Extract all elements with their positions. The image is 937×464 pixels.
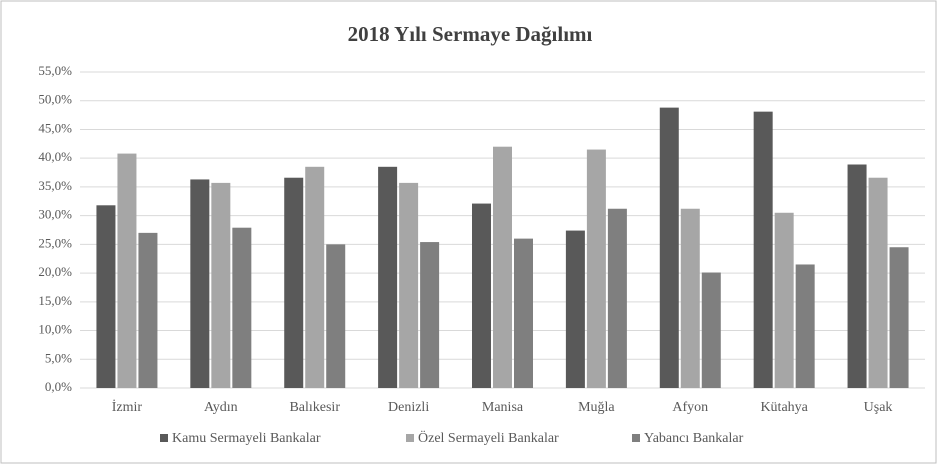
y-tick-label: 5,0% [45, 350, 72, 365]
y-tick-label: 40,0% [38, 149, 72, 164]
bar [284, 177, 304, 388]
y-tick-label: 20,0% [38, 264, 72, 279]
bar [514, 238, 533, 388]
bar [472, 203, 491, 388]
bar [96, 205, 116, 388]
bar [701, 272, 721, 388]
y-tick-label: 30,0% [38, 207, 72, 222]
y-tick-label: 10,0% [38, 322, 72, 337]
bar [607, 208, 627, 388]
bar [586, 149, 606, 388]
x-tick-label: Aydın [204, 400, 238, 415]
x-tick-label: Kütahya [760, 400, 808, 415]
x-tick-label: Balıkesir [289, 400, 340, 415]
bar [753, 111, 773, 388]
y-tick-label: 45,0% [38, 120, 72, 135]
x-tick-label: Afyon [672, 400, 708, 415]
bar [232, 227, 252, 388]
x-tick-label: Uşak [864, 400, 893, 415]
bar [680, 208, 700, 388]
x-tick-label: Manisa [482, 400, 524, 415]
bar [305, 166, 325, 388]
chart-title: 2018 Yılı Sermaye Dağılımı [348, 22, 593, 46]
x-tick-label: İzmir [112, 399, 143, 415]
y-tick-label: 50,0% [38, 92, 72, 107]
bar [659, 107, 679, 388]
y-tick-label: 15,0% [38, 293, 72, 308]
bar [326, 244, 346, 388]
bar [211, 182, 231, 388]
y-tick-label: 35,0% [38, 178, 72, 193]
bar [774, 212, 794, 388]
y-tick-label: 55,0% [38, 63, 72, 78]
y-tick-label: 25,0% [38, 235, 72, 250]
bar [493, 146, 512, 388]
x-tick-label: Denizli [388, 400, 429, 415]
legend-swatch [632, 434, 640, 442]
bar [847, 164, 867, 388]
bar [565, 230, 585, 388]
legend-swatch [160, 434, 168, 442]
bar [138, 232, 158, 388]
bar [889, 247, 909, 388]
legend-swatch [406, 434, 414, 442]
legend-label: Yabancı Bankalar [644, 431, 744, 446]
bar [117, 153, 137, 388]
legend-label: Özel Sermayeli Bankalar [418, 429, 559, 446]
bar [378, 166, 398, 388]
bar [420, 242, 440, 388]
bar [190, 179, 210, 388]
bar [399, 182, 419, 388]
x-tick-label: Muğla [578, 400, 615, 415]
bar [868, 177, 888, 388]
bar [795, 264, 815, 388]
legend-label: Kamu Sermayeli Bankalar [172, 431, 321, 446]
y-tick-label: 0,0% [45, 379, 72, 394]
